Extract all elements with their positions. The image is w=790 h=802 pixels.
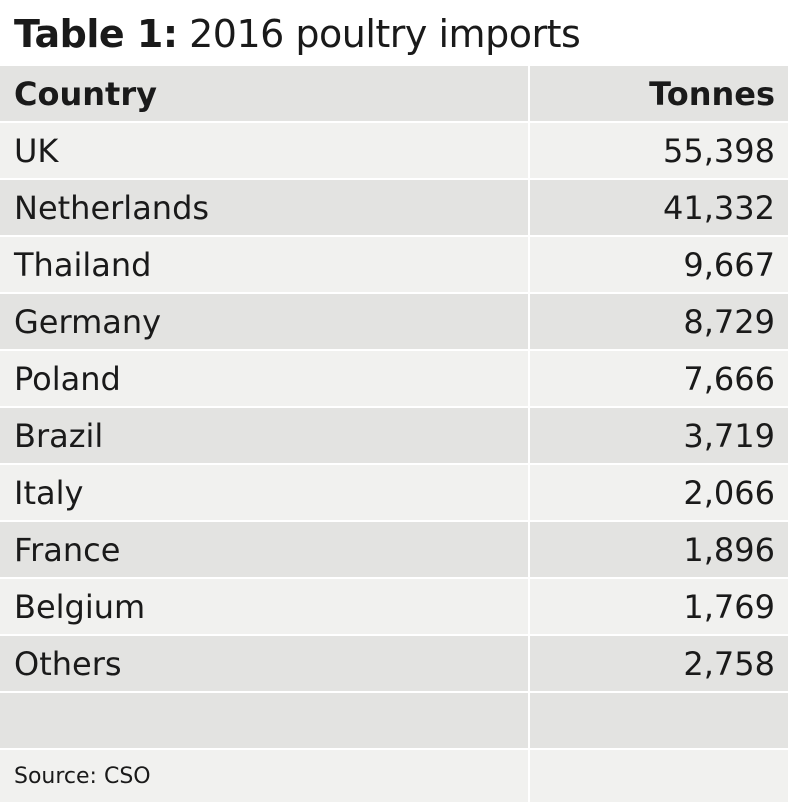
country-cell: Others	[0, 636, 528, 691]
empty-cell	[0, 693, 528, 748]
tonnes-cell: 2,066	[530, 465, 788, 520]
table-title-text: 2016 poultry imports	[177, 12, 581, 56]
country-cell: France	[0, 522, 528, 577]
country-cell: Thailand	[0, 237, 528, 292]
header-country: Country	[0, 66, 528, 121]
country-cell: Poland	[0, 351, 528, 406]
source-note: Source: CSO	[0, 750, 528, 802]
imports-table: Country Tonnes UK 55,398 Netherlands 41,…	[0, 66, 788, 802]
country-cell: Italy	[0, 465, 528, 520]
empty-cell	[530, 750, 788, 802]
tonnes-cell: 1,896	[530, 522, 788, 577]
country-cell: Brazil	[0, 408, 528, 463]
country-cell: Belgium	[0, 579, 528, 634]
country-cell: Netherlands	[0, 180, 528, 235]
table-title-lead: Table 1:	[14, 12, 178, 56]
table-title: Table 1: 2016 poultry imports	[14, 6, 581, 62]
country-cell: Germany	[0, 294, 528, 349]
tonnes-cell: 2,758	[530, 636, 788, 691]
tonnes-cell: 1,769	[530, 579, 788, 634]
country-cell: UK	[0, 123, 528, 178]
header-tonnes: Tonnes	[530, 66, 788, 121]
tonnes-cell: 8,729	[530, 294, 788, 349]
empty-cell	[530, 693, 788, 748]
tonnes-cell: 55,398	[530, 123, 788, 178]
tonnes-cell: 3,719	[530, 408, 788, 463]
tonnes-cell: 9,667	[530, 237, 788, 292]
tonnes-cell: 7,666	[530, 351, 788, 406]
tonnes-cell: 41,332	[530, 180, 788, 235]
